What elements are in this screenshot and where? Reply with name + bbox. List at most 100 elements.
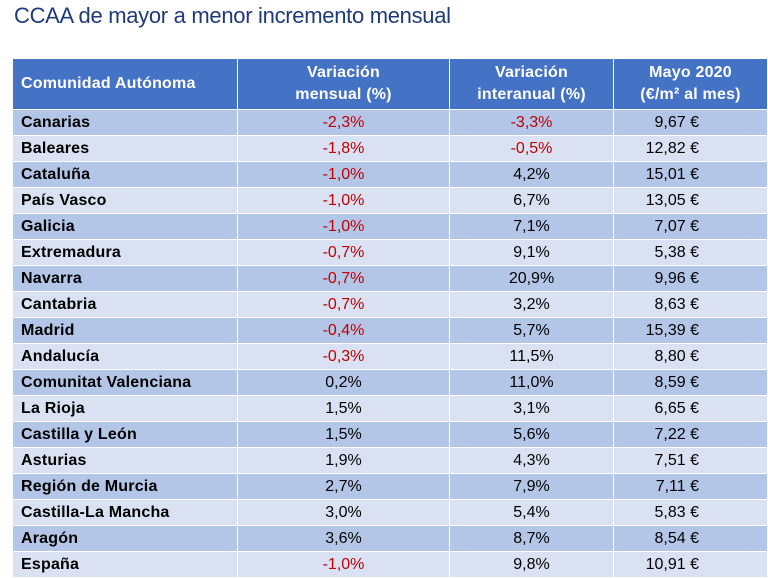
cell-region: Asturias: [12, 447, 238, 474]
cell-price: 7,07 €: [613, 213, 768, 240]
cell-monthly-variation: -1,0%: [237, 551, 450, 578]
cell-price: 7,11 €: [613, 473, 768, 500]
cell-region: Canarias: [12, 109, 238, 136]
cell-price: 8,59 €: [613, 369, 768, 396]
cell-monthly-variation: -0,7%: [237, 239, 450, 266]
cell-monthly-variation: 1,9%: [237, 447, 450, 474]
cell-region: Extremadura: [12, 239, 238, 266]
cell-monthly-variation: -1,8%: [237, 135, 450, 162]
table-row: Cataluña -1,0% 4,2% 15,01 €: [12, 161, 768, 188]
cell-price: 7,51 €: [613, 447, 768, 474]
cell-price: 8,54 €: [613, 525, 768, 552]
table-row: País Vasco -1,0% 6,7% 13,05 €: [12, 187, 768, 214]
header-annual-variation: Variación interanual (%): [449, 58, 614, 110]
cell-price: 13,05 €: [613, 187, 768, 214]
cell-annual-variation: 4,3%: [449, 447, 614, 474]
cell-annual-variation: 3,2%: [449, 291, 614, 318]
cell-price: 6,65 €: [613, 395, 768, 422]
header-monthly-line2: mensual (%): [295, 86, 392, 103]
cell-monthly-variation: 1,5%: [237, 421, 450, 448]
page-title: CCAA de mayor a menor incremento mensual: [14, 3, 451, 28]
cell-monthly-variation: 1,5%: [237, 395, 450, 422]
cell-region: Comunitat Valenciana: [12, 369, 238, 396]
table-row: Navarra -0,7% 20,9% 9,96 €: [12, 265, 768, 292]
header-price-line2: (€/m² al mes): [640, 86, 741, 103]
cell-region: Madrid: [12, 317, 238, 344]
table-row: Castilla-La Mancha 3,0% 5,4% 5,83 €: [12, 499, 768, 526]
table-row: Andalucía -0,3% 11,5% 8,80 €: [12, 343, 768, 370]
header-region-label: Comunidad Autónoma: [21, 75, 196, 92]
header-region: Comunidad Autónoma: [12, 58, 238, 110]
table-row: Baleares -1,8% -0,5% 12,82 €: [12, 135, 768, 162]
table-header-row: Comunidad Autónoma Variación mensual (%)…: [12, 58, 768, 110]
table-body: Canarias -2,3% -3,3% 9,67 € Baleares -1,8% -0,…: [12, 109, 768, 578]
cell-annual-variation: 9,8%: [449, 551, 614, 578]
cell-region: Región de Murcia: [12, 473, 238, 500]
table-row: Comunitat Valenciana 0,2% 11,0% 8,59 €: [12, 369, 768, 396]
cell-monthly-variation: 2,7%: [237, 473, 450, 500]
cell-region: Baleares: [12, 135, 238, 162]
table-row: Asturias 1,9% 4,3% 7,51 €: [12, 447, 768, 474]
cell-annual-variation: 20,9%: [449, 265, 614, 292]
table-row: Canarias -2,3% -3,3% 9,67 €: [12, 109, 768, 136]
cell-region: Navarra: [12, 265, 238, 292]
cell-region: País Vasco: [12, 187, 238, 214]
table-row: Región de Murcia 2,7% 7,9% 7,11 €: [12, 473, 768, 500]
cell-region: España: [12, 551, 238, 578]
cell-price: 9,67 €: [613, 109, 768, 136]
cell-region: Cataluña: [12, 161, 238, 188]
cell-annual-variation: 7,9%: [449, 473, 614, 500]
header-price-may-2020: Mayo 2020 (€/m² al mes): [613, 58, 768, 110]
cell-monthly-variation: -1,0%: [237, 187, 450, 214]
cell-monthly-variation: 3,0%: [237, 499, 450, 526]
cell-monthly-variation: -2,3%: [237, 109, 450, 136]
cell-annual-variation: -0,5%: [449, 135, 614, 162]
cell-monthly-variation: -0,7%: [237, 291, 450, 318]
table-row: Castilla y León 1,5% 5,6% 7,22 €: [12, 421, 768, 448]
cell-annual-variation: 11,0%: [449, 369, 614, 396]
table-row: Madrid -0,4% 5,7% 15,39 €: [12, 317, 768, 344]
header-monthly-variation: Variación mensual (%): [237, 58, 450, 110]
header-annual-line1: Variación: [495, 64, 568, 81]
cell-annual-variation: 7,1%: [449, 213, 614, 240]
cell-region: Castilla-La Mancha: [12, 499, 238, 526]
cell-price: 8,63 €: [613, 291, 768, 318]
cell-region: Cantabria: [12, 291, 238, 318]
cell-annual-variation: 5,7%: [449, 317, 614, 344]
table-row: España -1,0% 9,8% 10,91 €: [12, 551, 768, 578]
cell-region: Aragón: [12, 525, 238, 552]
cell-monthly-variation: -0,3%: [237, 343, 450, 370]
cell-monthly-variation: 3,6%: [237, 525, 450, 552]
cell-annual-variation: 5,4%: [449, 499, 614, 526]
table-row: Galicia -1,0% 7,1% 7,07 €: [12, 213, 768, 240]
cell-price: 9,96 €: [613, 265, 768, 292]
rent-variation-table: Comunidad Autónoma Variación mensual (%)…: [12, 58, 768, 578]
cell-price: 15,01 €: [613, 161, 768, 188]
cell-annual-variation: -3,3%: [449, 109, 614, 136]
cell-monthly-variation: -0,4%: [237, 317, 450, 344]
table-row: Extremadura -0,7% 9,1% 5,38 €: [12, 239, 768, 266]
cell-region: Galicia: [12, 213, 238, 240]
cell-annual-variation: 3,1%: [449, 395, 614, 422]
header-monthly-line1: Variación: [307, 64, 380, 81]
cell-region: Andalucía: [12, 343, 238, 370]
cell-price: 15,39 €: [613, 317, 768, 344]
cell-price: 5,83 €: [613, 499, 768, 526]
cell-annual-variation: 6,7%: [449, 187, 614, 214]
cell-annual-variation: 4,2%: [449, 161, 614, 188]
cell-region: Castilla y León: [12, 421, 238, 448]
cell-price: 5,38 €: [613, 239, 768, 266]
header-price-line1: Mayo 2020: [649, 64, 732, 81]
cell-price: 12,82 €: [613, 135, 768, 162]
header-annual-line2: interanual (%): [477, 86, 586, 103]
cell-annual-variation: 11,5%: [449, 343, 614, 370]
cell-monthly-variation: 0,2%: [237, 369, 450, 396]
table-row: La Rioja 1,5% 3,1% 6,65 €: [12, 395, 768, 422]
cell-price: 8,80 €: [613, 343, 768, 370]
table-row: Cantabria -0,7% 3,2% 8,63 €: [12, 291, 768, 318]
cell-annual-variation: 5,6%: [449, 421, 614, 448]
cell-monthly-variation: -1,0%: [237, 161, 450, 188]
cell-price: 7,22 €: [613, 421, 768, 448]
cell-monthly-variation: -0,7%: [237, 265, 450, 292]
